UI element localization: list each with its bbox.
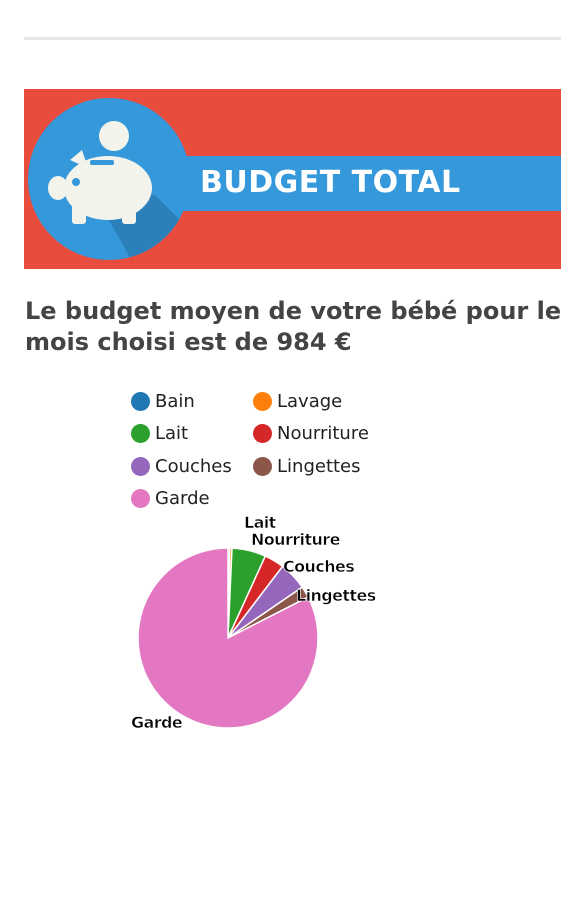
legend-label: Couches	[155, 455, 232, 477]
banner-title: BUDGET TOTAL	[200, 165, 461, 200]
legend-label: Lavage	[277, 390, 343, 412]
pie-label-garde: Garde	[131, 713, 183, 732]
legend-item-lavage: Lavage	[253, 389, 342, 413]
pie-label-lait: Lait	[244, 513, 277, 532]
legend-item-nourriture: Nourriture	[253, 422, 369, 446]
pie-label-nourriture: Nourriture	[251, 530, 341, 549]
piggy-bank-icon	[48, 121, 190, 260]
banner-circle	[28, 98, 190, 260]
pie-label-couches: Couches	[283, 557, 354, 576]
legend-swatch	[131, 424, 150, 443]
legend-swatch	[253, 424, 272, 443]
legend-swatch	[253, 391, 272, 411]
legend-label: Lait	[155, 423, 189, 444]
banner-stripe	[174, 156, 561, 211]
budget-heading: Le budget moyen de votre bébé pour le mo…	[25, 297, 562, 356]
legend-item-lingettes: Lingettes	[253, 454, 361, 478]
legend-item-garde: Garde	[131, 487, 210, 511]
legend-label: Lingettes	[277, 455, 361, 477]
legend-swatch	[131, 489, 150, 508]
legend-item-bain: Bain	[131, 389, 195, 413]
legend-label: Nourriture	[277, 423, 369, 444]
legend-swatch	[131, 456, 150, 476]
legend-swatch	[253, 456, 272, 476]
top-divider	[24, 37, 561, 40]
legend-item-couches: Couches	[131, 454, 232, 478]
legend-label: Garde	[155, 488, 210, 509]
pie-slice-garde	[137, 547, 319, 729]
legend-swatch	[131, 391, 150, 411]
pie-label-lingettes: Lingettes	[296, 586, 376, 605]
budget-banner: BUDGET TOTAL	[24, 89, 561, 269]
legend-item-lait: Lait	[131, 422, 188, 446]
legend-label: Bain	[155, 390, 195, 412]
